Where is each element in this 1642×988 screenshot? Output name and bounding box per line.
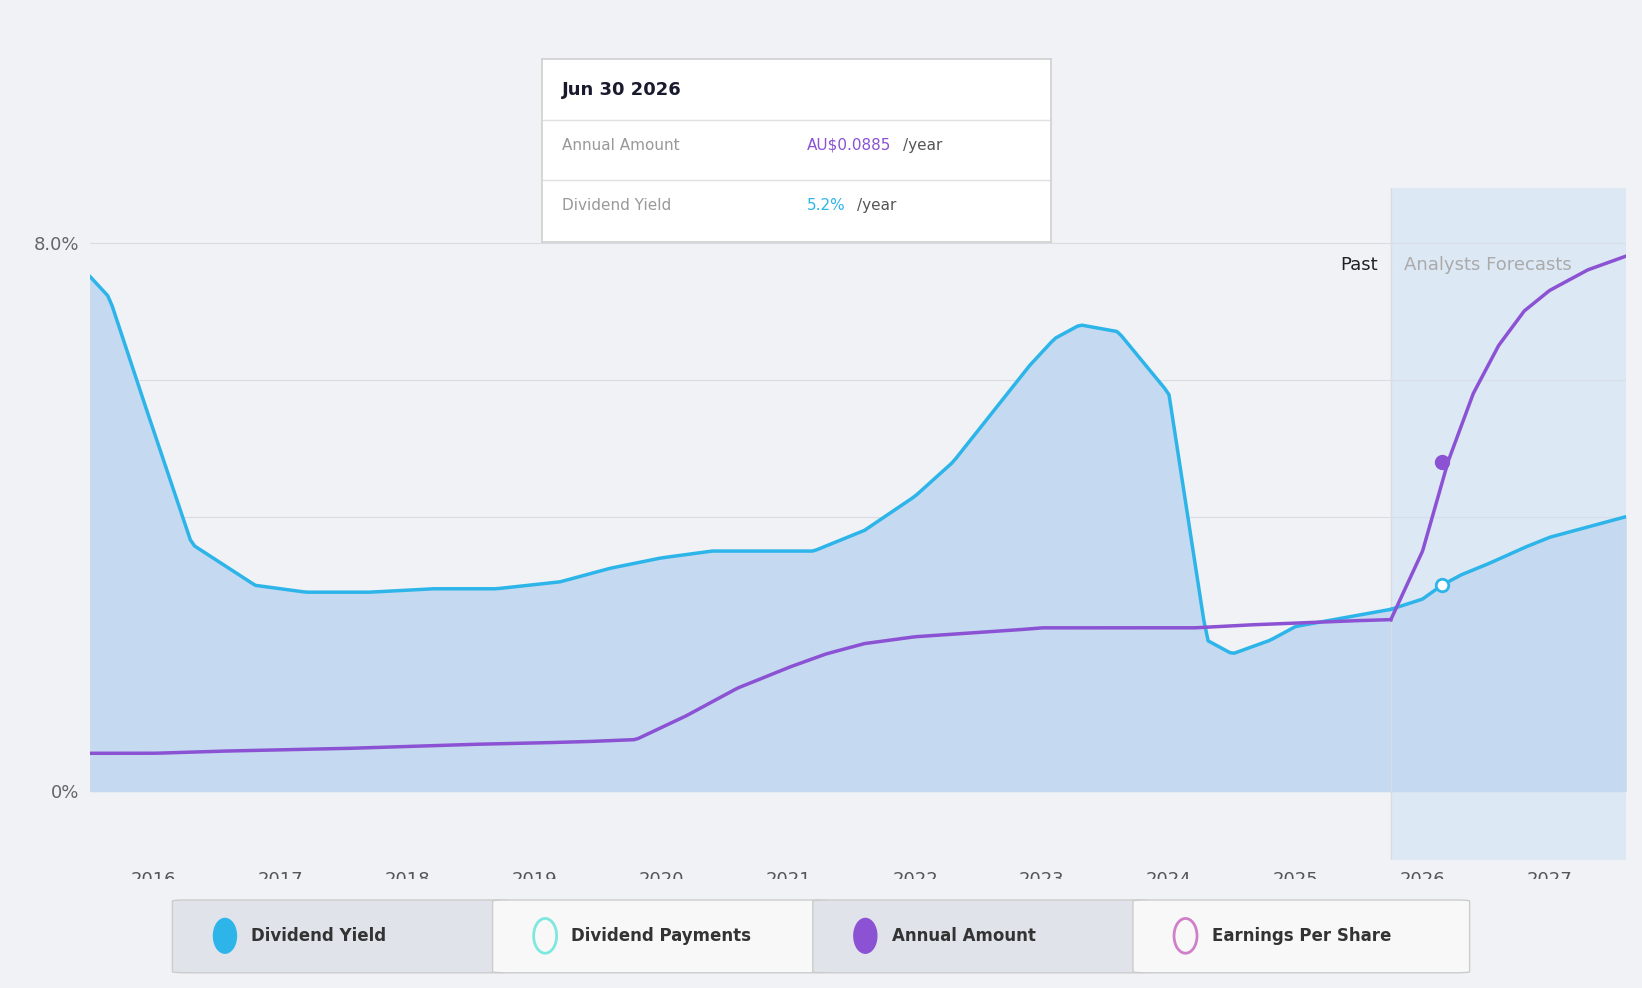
Text: Past: Past: [1340, 256, 1378, 275]
Text: Annual Amount: Annual Amount: [562, 138, 680, 153]
Ellipse shape: [213, 919, 236, 953]
Text: Dividend Payments: Dividend Payments: [571, 927, 752, 945]
FancyBboxPatch shape: [172, 900, 509, 973]
FancyBboxPatch shape: [1133, 900, 1470, 973]
Ellipse shape: [854, 919, 877, 953]
Text: AU$0.0885: AU$0.0885: [806, 138, 892, 153]
Text: Dividend Yield: Dividend Yield: [562, 199, 672, 213]
Text: /year: /year: [857, 199, 897, 213]
FancyBboxPatch shape: [813, 900, 1149, 973]
Text: Analysts Forecasts: Analysts Forecasts: [1404, 256, 1571, 275]
Bar: [1391, 188, 1626, 860]
Text: Jun 30 2026: Jun 30 2026: [562, 81, 681, 99]
Text: 5.2%: 5.2%: [806, 199, 846, 213]
FancyBboxPatch shape: [493, 900, 829, 973]
Text: Annual Amount: Annual Amount: [892, 927, 1036, 945]
Text: Dividend Yield: Dividend Yield: [251, 927, 386, 945]
Text: /year: /year: [903, 138, 943, 153]
Text: Earnings Per Share: Earnings Per Share: [1212, 927, 1391, 945]
